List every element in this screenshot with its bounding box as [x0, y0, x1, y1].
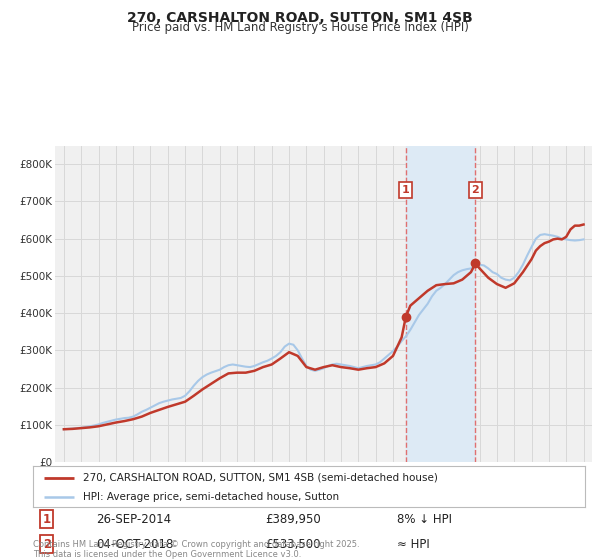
Text: 26-SEP-2014: 26-SEP-2014 [97, 512, 172, 525]
Text: £389,950: £389,950 [265, 512, 320, 525]
Text: ≈ HPI: ≈ HPI [397, 538, 430, 550]
Text: HPI: Average price, semi-detached house, Sutton: HPI: Average price, semi-detached house,… [83, 492, 339, 502]
Text: 1: 1 [402, 185, 410, 195]
Text: 2: 2 [472, 185, 479, 195]
Text: 2: 2 [43, 538, 51, 550]
Text: 8% ↓ HPI: 8% ↓ HPI [397, 512, 452, 525]
Text: Price paid vs. HM Land Registry's House Price Index (HPI): Price paid vs. HM Land Registry's House … [131, 21, 469, 34]
Text: 1: 1 [43, 512, 51, 525]
Text: Contains HM Land Registry data © Crown copyright and database right 2025.
This d: Contains HM Land Registry data © Crown c… [33, 540, 359, 559]
Text: 270, CARSHALTON ROAD, SUTTON, SM1 4SB (semi-detached house): 270, CARSHALTON ROAD, SUTTON, SM1 4SB (s… [83, 473, 437, 483]
Text: £533,500: £533,500 [265, 538, 320, 550]
Text: 04-OCT-2018: 04-OCT-2018 [97, 538, 174, 550]
Bar [406, 146, 475, 462]
Text: 270, CARSHALTON ROAD, SUTTON, SM1 4SB: 270, CARSHALTON ROAD, SUTTON, SM1 4SB [127, 11, 473, 25]
